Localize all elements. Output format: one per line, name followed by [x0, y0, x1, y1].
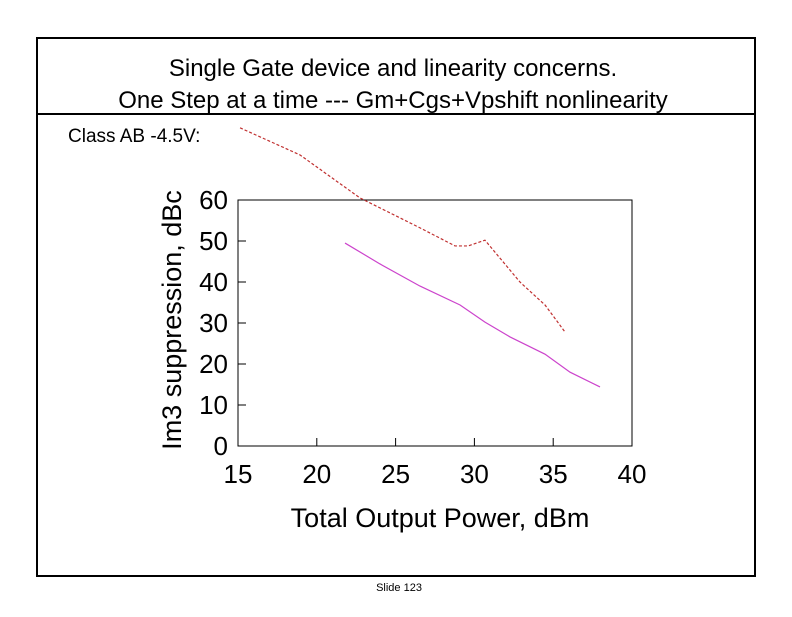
y-tick-label: 10 [199, 390, 228, 420]
x-tick-label: 25 [381, 459, 410, 489]
x-tick-label: 15 [224, 459, 253, 489]
y-tick-label: 40 [199, 267, 228, 297]
data-line [239, 127, 566, 333]
y-tick-label: 0 [214, 431, 228, 461]
x-tick-label: 20 [302, 459, 331, 489]
data-line [344, 242, 601, 388]
slide-frame [36, 37, 756, 577]
plot-frame [237, 199, 633, 447]
subtitle: One Step at a time --- Gm+Cgs+Vpshift no… [118, 87, 668, 114]
x-tick-label: 40 [618, 459, 647, 489]
x-tick-label: 30 [460, 459, 489, 489]
footer: Slide 123 [376, 582, 422, 594]
x-axis-label: Total Output Power, dBm [291, 503, 590, 533]
y-tick-label: 50 [199, 226, 228, 256]
y-tick-label: 60 [199, 185, 228, 215]
y-tick-label: 20 [199, 349, 228, 379]
title: Single Gate device and linearity concern… [169, 55, 617, 82]
x-tick-label: 35 [539, 459, 568, 489]
annotation: Class AB -4.5V: [68, 126, 200, 147]
y-tick-label: 30 [199, 308, 228, 338]
y-axis-label: Im3 suppression, dBc [157, 190, 187, 450]
